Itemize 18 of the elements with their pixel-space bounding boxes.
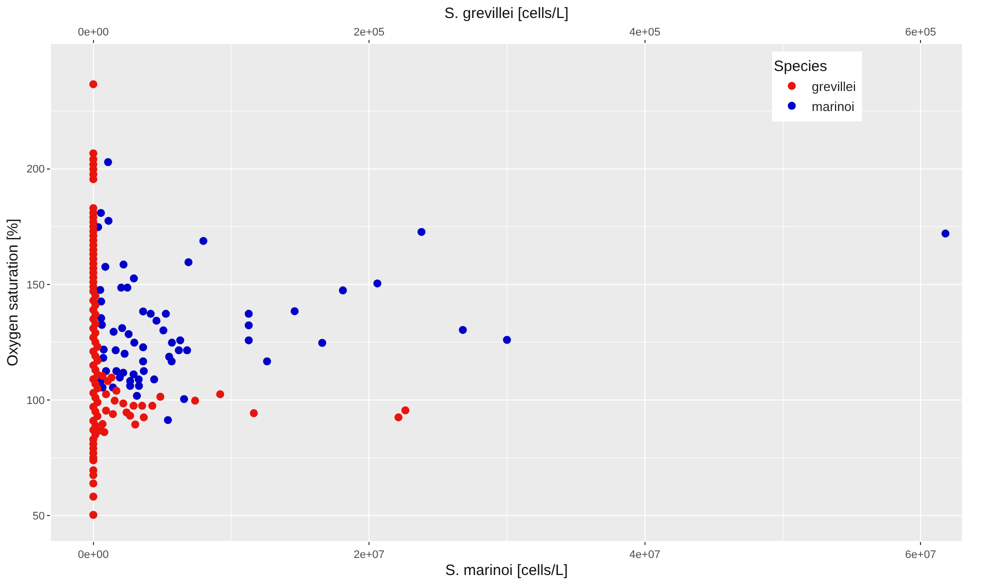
x-tick-label: 0e+00 [78,549,109,562]
y-tick-label: 100 [26,394,45,407]
y-axis-title: Oxygen saturation [%] [4,218,22,366]
y-tick-label: 150 [26,279,45,292]
x2-tick-label: 2e+05 [354,26,385,39]
legend-label: marinoi [812,98,855,114]
x2-tick-label: 0e+00 [78,26,109,39]
legend-label: grevillei [812,78,856,94]
x-tick-label: 2e+07 [354,549,385,562]
x2-tick-label: 4e+05 [629,26,660,39]
x2-tick-label: 6e+05 [905,26,936,39]
y-tick-label: 50 [32,510,45,522]
legend-title: Species [774,58,828,75]
x-axis-title: S. marinoi [cells/L] [445,562,568,580]
x2-axis-title: S. grevillei [cells/L] [444,4,569,22]
y-tick-label: 200 [26,164,45,176]
x-tick-label: 4e+07 [629,549,660,562]
x-tick-label: 6e+07 [905,549,936,562]
